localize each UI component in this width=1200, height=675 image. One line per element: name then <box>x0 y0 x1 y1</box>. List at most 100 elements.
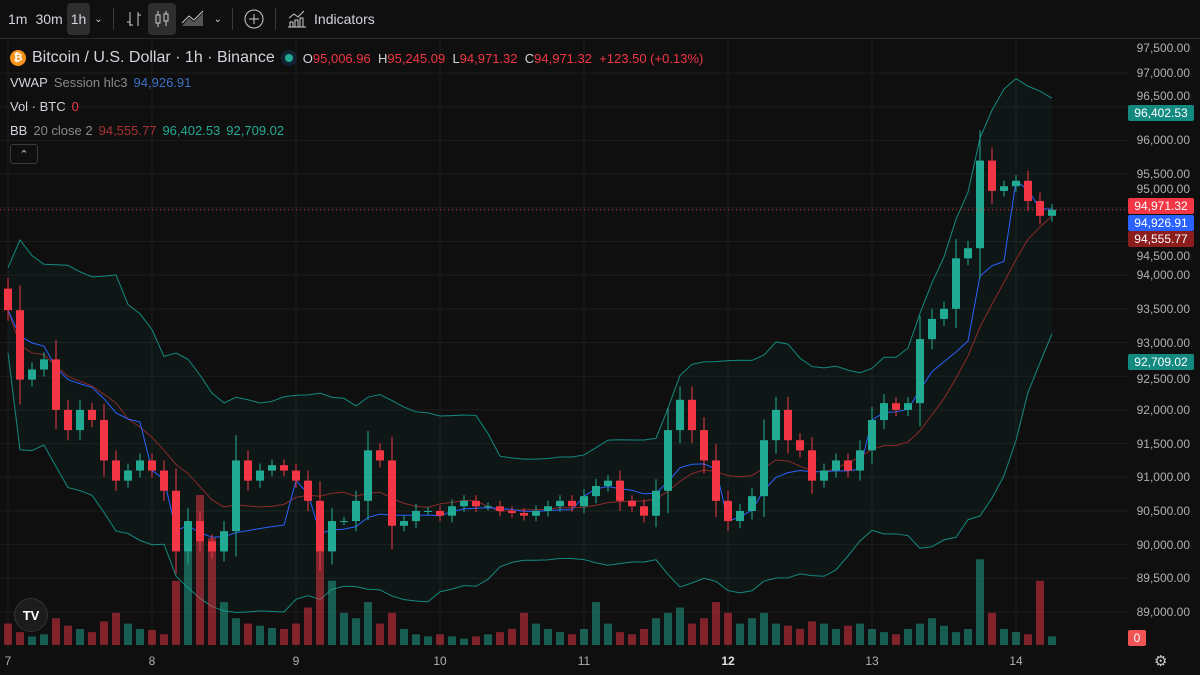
volume-bar <box>52 618 60 645</box>
candle-body <box>940 308 948 319</box>
time-label: 11 <box>577 654 591 668</box>
volume-bar <box>712 602 720 645</box>
volume-bar <box>640 628 648 645</box>
volume-bar <box>256 625 264 645</box>
price-tag: 94,926.91 <box>1128 214 1194 231</box>
bb-legend[interactable]: BB 20 close 2 94,555.77 96,402.53 92,709.02 <box>10 122 285 138</box>
price-tag: 94,555.77 <box>1128 231 1194 248</box>
candle-body <box>592 486 600 497</box>
time-label: 8 <box>148 654 156 668</box>
price-label: 96,500.00 <box>1136 89 1190 104</box>
symbol-title[interactable]: Bitcoin / U.S. Dollar · 1h · Binance <box>32 49 275 66</box>
volume-bar <box>484 634 492 645</box>
volume-bar <box>976 559 984 645</box>
volume-bar <box>376 623 384 645</box>
price-label: 91,500.00 <box>1136 436 1190 451</box>
volume-legend[interactable]: Vol · BTC 0 <box>10 98 79 114</box>
candle-body <box>244 460 252 481</box>
compare-add-icon[interactable] <box>239 3 269 35</box>
chart-type-dropdown-chevron-icon[interactable]: ⌄ <box>213 13 223 25</box>
candle-body <box>4 288 12 311</box>
price-label: 96,000.00 <box>1136 133 1190 148</box>
volume-bar <box>316 516 324 645</box>
volume-bar <box>808 621 816 645</box>
candle-body <box>580 496 588 507</box>
area-chart-type-icon[interactable] <box>176 3 210 35</box>
price-label: 94,500.00 <box>1136 249 1190 264</box>
candle-body <box>760 440 768 497</box>
settings-gear-icon[interactable]: ⚙ <box>1154 653 1168 670</box>
interval-dropdown-chevron-icon[interactable]: ⌄ <box>94 13 103 25</box>
candle-body <box>412 510 420 522</box>
volume-bar <box>328 580 336 645</box>
volume-bar <box>448 636 456 645</box>
price-label: 97,000.00 <box>1136 66 1190 80</box>
bb-basis-line <box>7 215 1053 513</box>
candle-body <box>604 480 612 487</box>
price-label: 97,500.00 <box>1136 41 1190 55</box>
chart-legend: ₿ Bitcoin / U.S. Dollar · 1h · Binance O… <box>10 46 703 142</box>
divider <box>275 8 277 30</box>
volume-bar <box>1036 580 1044 645</box>
market-status-icon[interactable] <box>280 50 297 66</box>
volume-bar <box>172 580 180 645</box>
vwap-line <box>7 179 1053 538</box>
volume-bar <box>424 636 432 645</box>
interval-1h[interactable]: 1h <box>66 3 91 35</box>
candle-body <box>124 470 132 481</box>
volume-bar <box>208 537 216 645</box>
bar-chart-type-icon[interactable] <box>120 3 148 35</box>
price-label: 90,000.00 <box>1136 537 1190 552</box>
time-axis[interactable]: 7 8 9 10 11 12 13 14 <box>0 648 1128 675</box>
volume-bar <box>352 618 360 645</box>
candle-body <box>820 470 828 481</box>
price-axis[interactable]: 97,500.00 97,000.00 96,500.00 96,000.00 95,5… <box>1128 40 1200 648</box>
bb-upper-line <box>7 78 1053 460</box>
interval-1m[interactable]: 1m <box>8 11 28 27</box>
volume-bar <box>556 632 564 645</box>
price-chart[interactable] <box>0 40 1128 648</box>
volume-bar <box>400 628 408 645</box>
volume-bar <box>76 628 84 645</box>
indicators-icon <box>288 10 307 28</box>
volume-bar <box>388 612 396 645</box>
price-tag: 96,402.53 <box>1128 105 1194 122</box>
candle-body <box>508 510 516 513</box>
volume-bar <box>628 634 636 645</box>
volume-bar <box>196 495 204 645</box>
tradingview-logo[interactable]: TV <box>14 598 48 632</box>
volume-bar <box>184 548 192 645</box>
volume-bar <box>280 628 288 645</box>
candle-body <box>88 409 96 421</box>
candle-body <box>256 470 264 481</box>
volume-bar <box>856 623 864 645</box>
candle-body <box>676 399 684 431</box>
candle-body <box>376 450 384 461</box>
candle-body <box>304 480 312 501</box>
time-label: 13 <box>865 654 879 668</box>
candle-body <box>916 339 924 404</box>
volume-bar <box>268 627 276 645</box>
toolbar: 1m 30m 1h ⌄ ⌄ Indicators <box>0 0 1200 39</box>
collapse-legend-button[interactable]: ⌃ <box>10 144 38 164</box>
interval-30m[interactable]: 30m <box>35 11 63 27</box>
candles-chart-type-icon[interactable] <box>147 3 176 35</box>
price-label: 95,000.00 <box>1136 181 1190 196</box>
candle-body <box>784 409 792 441</box>
volume-bar <box>616 632 624 645</box>
candle-body <box>220 531 228 552</box>
volume-bar <box>88 632 96 645</box>
volume-bar <box>160 634 168 645</box>
volume-bar <box>1048 636 1056 645</box>
indicators-button[interactable]: Indicators <box>282 3 379 35</box>
candle-body <box>856 450 864 471</box>
candle-body <box>436 510 444 516</box>
candle-body <box>520 512 528 516</box>
candle-body <box>400 521 408 526</box>
vwap-legend[interactable]: VWAP Session hlc3 94,926.91 <box>10 74 192 90</box>
candle-body <box>772 409 780 441</box>
candle-body <box>100 420 108 461</box>
volume-bar <box>724 612 732 645</box>
candle-body <box>640 506 648 516</box>
candle-body <box>340 521 348 523</box>
